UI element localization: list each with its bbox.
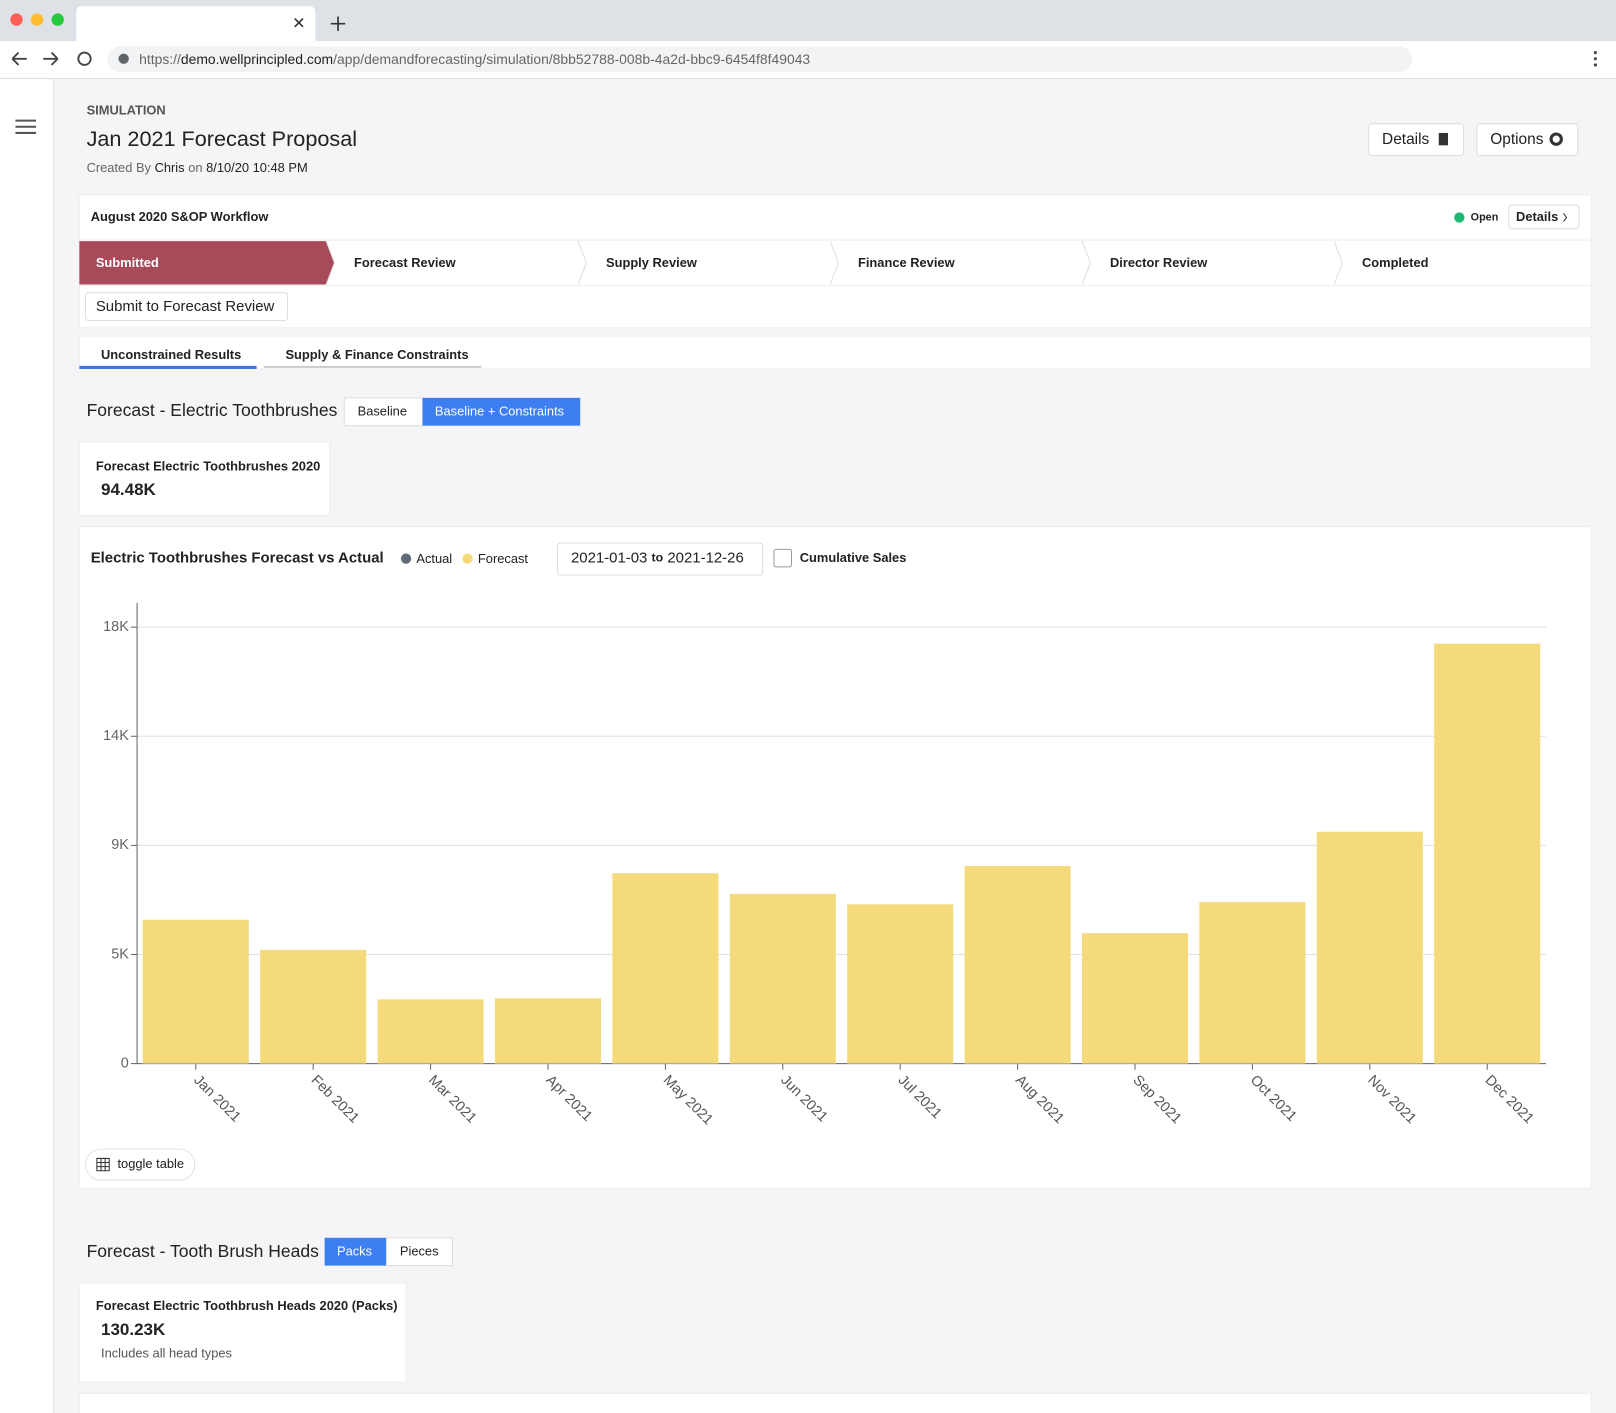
chart-title: Electric Toothbrushes Forecast vs Actual [91, 550, 384, 567]
bar [612, 873, 719, 1064]
created-prefix: Created By [87, 160, 152, 175]
close-dot[interactable] [10, 13, 23, 26]
date-to: 2021-12-26 [667, 550, 743, 567]
toggle[interactable] [343, 397, 424, 427]
step-label: Submitted [96, 255, 159, 270]
created-by: Chris [155, 160, 185, 175]
sidebar [0, 79, 54, 1413]
tab-icons[interactable] [294, 16, 346, 31]
bar [1316, 831, 1423, 1064]
y-tick-label: 0 [121, 1055, 129, 1071]
toggle-active[interactable] [324, 1237, 387, 1266]
options-button[interactable] [1476, 123, 1579, 157]
legend-label: Forecast [478, 551, 529, 566]
step-divider [829, 240, 839, 285]
bar [377, 999, 484, 1064]
menu[interactable] [15, 119, 37, 134]
bar [729, 893, 836, 1064]
step-label: Forecast Review [354, 255, 457, 270]
created-at: 8/10/20 10:48 PM [206, 160, 308, 175]
step-divider [1081, 240, 1091, 285]
url-scheme: https:// [139, 50, 181, 66]
step-label: Finance Review [858, 255, 956, 270]
legend-label: Actual [416, 551, 452, 566]
toggle-active[interactable] [422, 397, 581, 426]
date-sep: to [652, 551, 664, 565]
toggle[interactable] [385, 1237, 453, 1267]
bar [494, 998, 602, 1064]
workflow-details[interactable] [1508, 204, 1580, 230]
legend-dot [462, 553, 473, 564]
url-path: /app/demandforecasting/simulation/8bb527… [333, 50, 810, 66]
toggle-label: Packs [337, 1244, 372, 1259]
min-dot[interactable] [30, 13, 44, 26]
section-title: Forecast - Electric Toothbrushes [87, 400, 338, 420]
kpi-value: 94.48K [101, 480, 157, 499]
details-button[interactable] [1368, 123, 1464, 157]
bar [1199, 902, 1306, 1064]
step-label: Completed [1362, 255, 1429, 270]
kpi-value: 130.23K [101, 1320, 166, 1339]
toggle-label: Baseline + Constraints [435, 404, 564, 419]
step-active [79, 241, 335, 285]
details-label: Details [1382, 131, 1429, 148]
y-tick-label: 5K [111, 946, 129, 962]
tab[interactable]: Supply & Finance Constraints [285, 347, 468, 362]
kpi-card [78, 441, 331, 516]
toggle-label: Baseline [358, 404, 407, 419]
checkbox[interactable] [773, 548, 793, 568]
date-range[interactable] [557, 542, 764, 576]
step-divider [577, 240, 587, 285]
kpi-card [78, 1282, 407, 1383]
created-on: on [188, 160, 202, 175]
url-host: demo.wellprincipled.com [181, 50, 333, 66]
step-label: Director Review [1110, 255, 1208, 270]
kpi-note: Includes all head types [101, 1346, 232, 1361]
tab[interactable]: Unconstrained Results [101, 347, 241, 362]
step-divider [1333, 240, 1343, 285]
toggle-table[interactable] [85, 1148, 196, 1181]
tab[interactable] [76, 6, 316, 42]
bar [1081, 933, 1189, 1064]
status: Open [1471, 211, 1499, 223]
reload[interactable] [77, 51, 92, 66]
workflow-details-label: Details [1516, 209, 1558, 224]
y-tick-label: 9K [111, 837, 129, 853]
tab-bar [78, 335, 1592, 370]
options-label: Options [1490, 131, 1543, 148]
toggle-table-label: toggle table [117, 1156, 184, 1171]
kpi-label: Forecast Electric Toothbrushes 2020 [96, 458, 320, 473]
y-tick-label: 14K [103, 728, 129, 744]
step-divider [325, 240, 335, 285]
bar [1434, 643, 1541, 1064]
workflow-title: August 2020 S&OP Workflow [91, 209, 270, 224]
date-from: 2021-01-03 [571, 550, 647, 567]
y-tick-label: 18K [103, 619, 129, 635]
kpi-label: Forecast Electric Toothbrush Heads 2020 … [96, 1298, 398, 1313]
step-label: Supply Review [606, 255, 698, 270]
bar [260, 949, 367, 1064]
date-range-text: 2021-01-03 to 2021-12-26 [571, 550, 744, 567]
created: Created By Chris on 8/10/20 10:48 PM [87, 160, 308, 175]
page-title: Jan 2021 Forecast Proposal [87, 126, 357, 151]
checkbox-label: Cumulative Sales [800, 550, 907, 565]
legend-dot [400, 553, 412, 564]
next-card [78, 1392, 1592, 1413]
bar [964, 865, 1071, 1064]
bar [847, 904, 954, 1064]
bar [142, 919, 249, 1064]
submit-label: Submit to Forecast Review [96, 298, 275, 315]
url: https://demo.wellprincipled.com/app/dema… [139, 50, 810, 66]
nav-icons[interactable] [11, 51, 59, 66]
max-dot[interactable] [51, 13, 64, 26]
address-bar[interactable] [107, 46, 1412, 73]
eyebrow: SIMULATION [87, 103, 166, 118]
submit-button[interactable] [85, 292, 289, 322]
section-title: Forecast - Tooth Brush Heads [87, 1241, 320, 1261]
toggle-label: Pieces [400, 1244, 439, 1259]
site-icon [118, 53, 129, 64]
